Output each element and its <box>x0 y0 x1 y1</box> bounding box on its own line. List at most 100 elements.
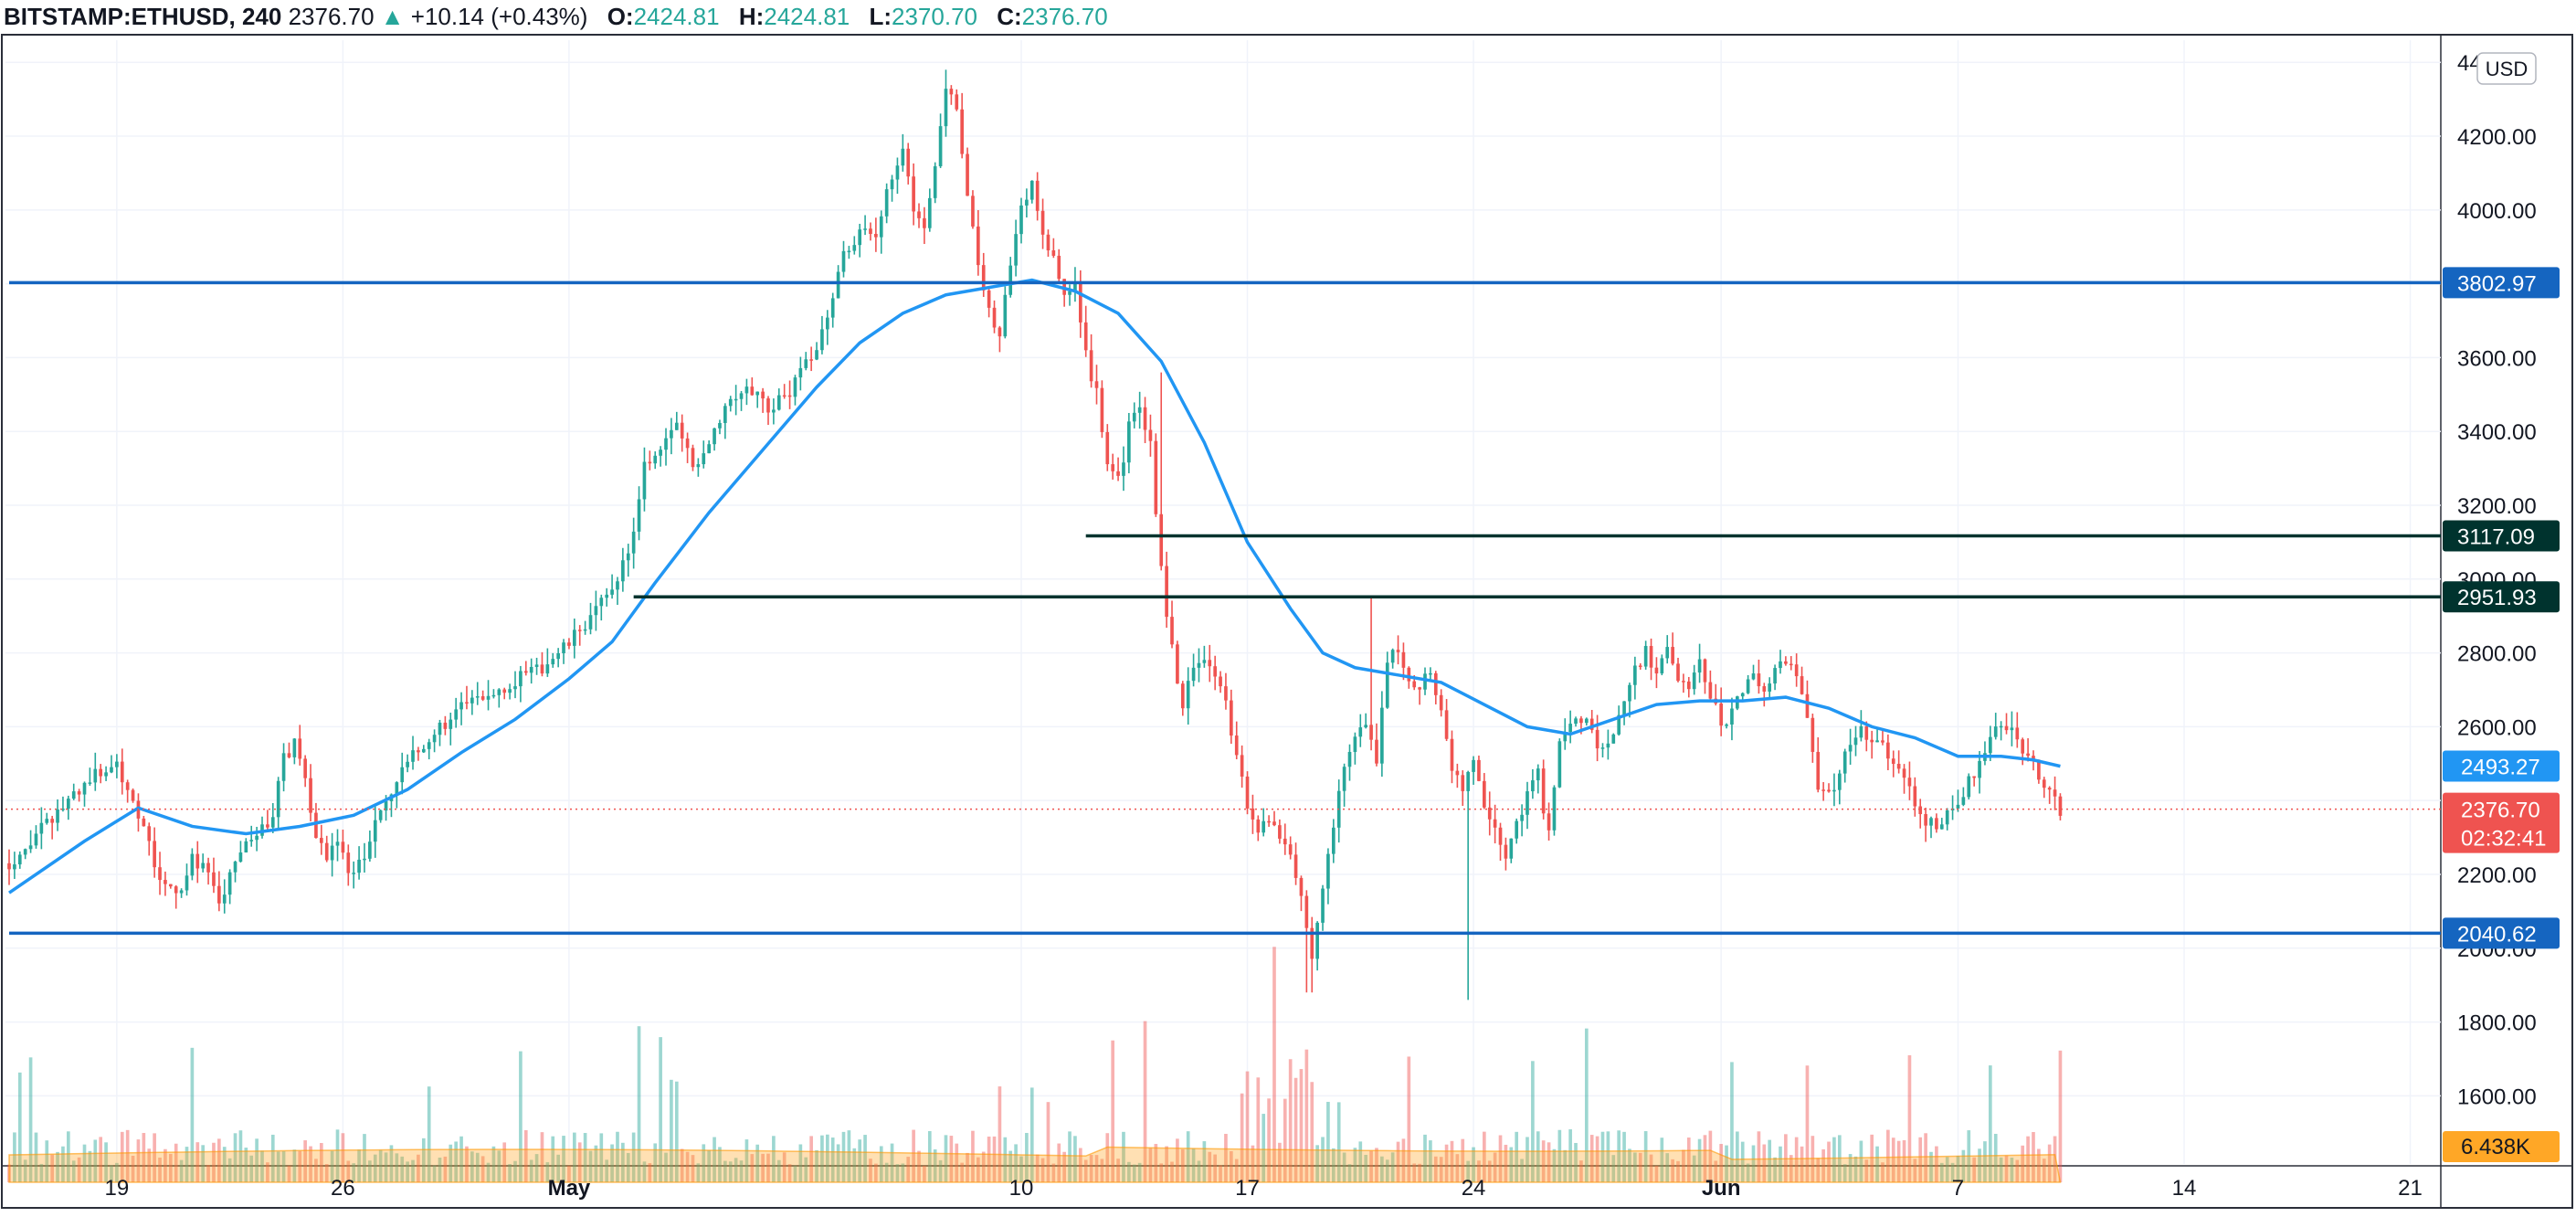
volume-bar <box>955 1143 959 1182</box>
volume-bar <box>949 1136 954 1182</box>
candle-body <box>766 398 770 413</box>
candle-body <box>1029 180 1034 200</box>
candle-body <box>233 862 238 873</box>
candle-body <box>249 840 254 841</box>
candle-body <box>1310 927 1314 959</box>
candle-body <box>847 250 851 253</box>
candle-body <box>314 812 318 839</box>
volume-bar <box>378 1149 383 1182</box>
volume-bar <box>583 1133 587 1182</box>
volume-bar <box>281 1151 286 1182</box>
volume-bar <box>2037 1148 2041 1182</box>
candle-body <box>519 671 523 687</box>
volume-bar <box>534 1154 539 1182</box>
volume-bar <box>497 1150 501 1182</box>
volume-bar <box>1961 1149 1966 1182</box>
candle-body <box>212 872 216 886</box>
candle-body <box>1487 807 1492 820</box>
volume-bar <box>1315 1145 1319 1182</box>
candle-body <box>1682 681 1685 683</box>
volume-bar <box>626 1152 630 1182</box>
candle-body <box>540 664 544 674</box>
volume-bar <box>125 1129 130 1182</box>
volume-bar <box>702 1144 706 1182</box>
volume-bar <box>255 1138 259 1182</box>
volume-bar <box>830 1138 835 1182</box>
volume-bar <box>1040 1158 1045 1182</box>
candle-body <box>1390 650 1395 663</box>
candle-body <box>1014 234 1018 266</box>
candle-body <box>755 391 760 396</box>
volume-bar <box>1240 1093 1244 1182</box>
x-tick-label: 19 <box>105 1176 130 1201</box>
volume-bar <box>1703 1135 1707 1182</box>
candle-body <box>927 197 932 228</box>
candle-body <box>971 196 975 227</box>
candle-body <box>341 841 345 853</box>
horizontal-lines-layer <box>5 280 2441 936</box>
volume-bar <box>971 1130 975 1182</box>
volume-bar <box>631 1132 636 1182</box>
candle-body <box>1837 773 1842 790</box>
candle-body <box>1165 566 1168 618</box>
candle-body <box>39 822 44 834</box>
candle-body <box>793 377 797 397</box>
price-chart[interactable]: 1600.001800.002000.002200.002400.002600.… <box>0 33 2576 1217</box>
candle-body <box>1993 726 1998 737</box>
candle-body <box>335 841 340 846</box>
volume-bar <box>1584 1028 1589 1182</box>
volume-bar <box>599 1133 604 1182</box>
volume-text: 6.438K <box>2461 1135 2530 1159</box>
candle-body <box>960 109 964 154</box>
chart-frame <box>1 34 2573 1209</box>
volume-bar <box>238 1130 243 1182</box>
candle-body <box>836 271 840 299</box>
volume-bar <box>411 1159 415 1182</box>
volume-bar <box>1127 1161 1131 1182</box>
candle-body <box>23 849 27 855</box>
candle-body <box>1202 660 1207 663</box>
candle-body <box>1891 758 1895 765</box>
candle-body <box>874 234 878 238</box>
candle-body <box>998 327 1002 337</box>
volume-bar <box>1272 947 1276 1182</box>
candle-body <box>164 880 167 884</box>
volume-bar <box>1515 1131 1519 1182</box>
candle-body <box>776 395 781 410</box>
close-value: 2376.70 <box>1021 3 1108 30</box>
candle-body <box>2037 759 2041 780</box>
volume-bar <box>1643 1131 1648 1182</box>
candle-body <box>1288 844 1293 855</box>
candle-body <box>45 819 49 823</box>
candle-body <box>1477 759 1481 781</box>
volume-bar <box>1029 1087 1034 1182</box>
candle-body <box>1589 718 1594 730</box>
volume-bar <box>1563 1149 1568 1182</box>
candle-body <box>1262 820 1266 833</box>
candle-body <box>1794 664 1799 677</box>
volume-bar <box>368 1160 372 1182</box>
currency-badge[interactable] <box>2476 52 2537 85</box>
price-axis: 1600.001800.002000.002200.002400.002600.… <box>2443 51 2560 1162</box>
volume-bar <box>136 1139 141 1182</box>
volume-bar <box>890 1143 894 1182</box>
symbol-title[interactable]: BITSTAMP:ETHUSD, 240 <box>4 3 282 30</box>
candle-body <box>244 841 248 853</box>
volume-bar <box>1035 1154 1040 1182</box>
x-tick-label: 26 <box>331 1176 355 1201</box>
volume-bar <box>389 1145 394 1182</box>
volume-bar <box>28 1057 33 1182</box>
candle-body <box>1526 791 1529 815</box>
volume-bar <box>1552 1148 1557 1182</box>
candle-body <box>77 791 81 795</box>
volume-bar <box>93 1139 98 1182</box>
candle-body <box>1083 322 1088 351</box>
volume-bar <box>1068 1131 1072 1182</box>
candle-body <box>1886 742 1890 759</box>
candle-body <box>1111 464 1115 471</box>
candle-body <box>1455 770 1460 776</box>
last-price-label <box>2443 792 2560 853</box>
volume-bar <box>1493 1152 1497 1182</box>
x-tick-label: Jun <box>1702 1176 1741 1201</box>
candle-body <box>1633 665 1637 685</box>
